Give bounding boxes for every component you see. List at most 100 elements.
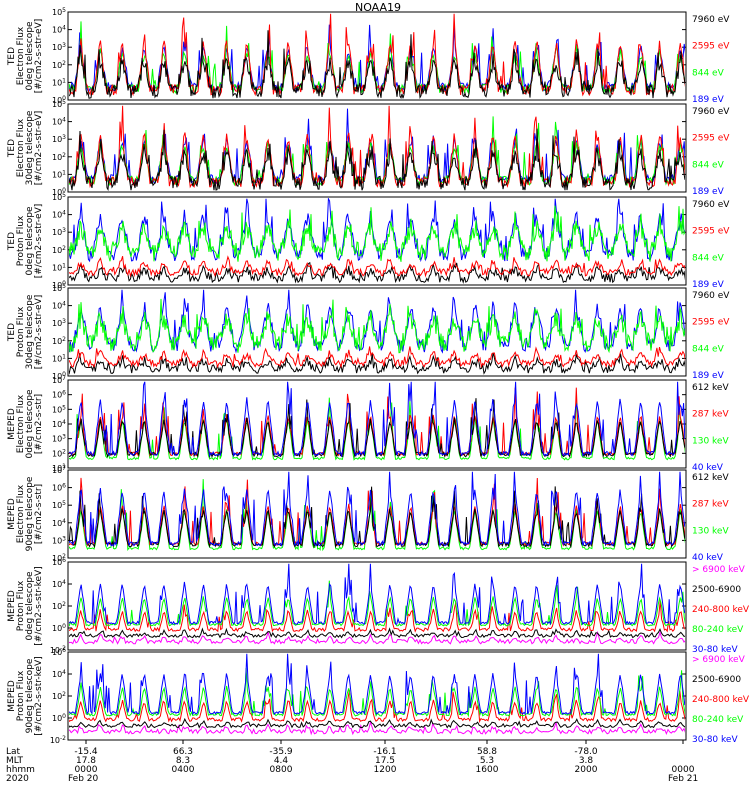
legend-entry: 2500-6900	[692, 585, 741, 595]
legend-entry: 189 eV	[692, 280, 725, 290]
panel-1-ylabel-line-3: 0deg telescope	[25, 21, 35, 91]
panel-7-ylabel-line-2: Proton Flux	[16, 580, 26, 631]
panel-5-ytick-label: 103	[52, 433, 66, 444]
panel-7-ytick-label: 102	[52, 601, 66, 612]
legend-entry: 612 keV	[692, 473, 729, 483]
panel-2-ytick-label: 101	[52, 169, 66, 180]
legend-entry: 7960 eV	[692, 200, 730, 210]
panel-6-ylabel-line-2: Electron Flux	[16, 484, 26, 543]
panel-7-ytick-label: 106	[52, 557, 66, 568]
legend-entry: 287 keV	[692, 500, 729, 510]
panel-8-ytick-label: 102	[52, 691, 66, 702]
legend-entry: 844 eV	[692, 253, 725, 263]
legend-entry: 130 keV	[692, 436, 729, 446]
panel-4: TED Proton Flux 30deg telescope [#/cm2-s-st…	[7, 283, 730, 382]
legend-entry: 2595 eV	[692, 227, 730, 237]
panel-5-ytick-label: 105	[52, 404, 66, 415]
panel-7-ytick-label: 10-2	[50, 645, 66, 656]
panel-1-ylabel-line-2: Electron Flux	[16, 26, 26, 85]
series-30-80kev-trace	[69, 563, 685, 626]
panel-8-ytick-label: 106	[52, 647, 66, 658]
panel-1-ylabel-line-1: TED	[7, 47, 17, 66]
series-189ev-trace	[69, 289, 685, 354]
panel-8-ytick-label: 100	[52, 713, 66, 724]
panel-7-ytick-label: 100	[52, 623, 66, 634]
panel-2-ylabel-line-1: TED	[7, 139, 17, 158]
legend-entry: 7960 eV	[692, 291, 730, 301]
series-844ev-trace	[69, 298, 685, 354]
legend-entry: 240-800 keV	[692, 695, 750, 705]
legend-entry: 7960 eV	[692, 15, 730, 25]
series-130kev-trace	[69, 479, 685, 552]
legend-entry: 2595 eV	[692, 134, 730, 144]
panel-5-ylabel-line-3: 0deg telescope	[25, 389, 35, 459]
series-7960ev-trace	[69, 30, 685, 99]
series-844ev-trace	[69, 205, 685, 262]
footer-row-label: MLT	[6, 756, 24, 766]
date-start-label: Feb 20	[68, 774, 99, 784]
legend-entry: 80-240 keV	[692, 625, 744, 635]
panel-2-ylabel-line-4: [#/cm2-s-str-eV]	[34, 111, 44, 186]
panel-4-ytick-label: 104	[52, 300, 66, 311]
panel-5-ylabel-line-1: MEPED	[7, 408, 17, 440]
panel-4-ylabel-line-3: 30deg telescope	[25, 294, 35, 369]
series-40kev-trace	[69, 471, 685, 548]
panel-2-ylabel-line-2: Electron Flux	[16, 118, 26, 177]
panel-3-ytick-label: 104	[52, 209, 66, 220]
panel-4-ytick-label: 100	[52, 371, 66, 382]
panel-7-ylabel-line-1: MEPED	[7, 590, 17, 622]
legend-entry: 130 keV	[692, 526, 729, 536]
panel-2-ytick-label: 100	[52, 187, 66, 198]
legend-entry: 844 eV	[692, 160, 725, 170]
panel-6-ytick-label: 102	[52, 553, 66, 564]
panel-5: MEPED Electron Flux 0deg telescope [#/cm2-s…	[7, 375, 729, 474]
chart-title: NOAA19	[355, 1, 401, 14]
panel-6-ytick-label: 105	[52, 500, 66, 511]
panel-6-ylabel-line-1: MEPED	[7, 498, 17, 530]
panel-1-ytick-label: 103	[52, 42, 66, 53]
legend-entry: 189 eV	[692, 95, 725, 105]
legend-entry: 30-80 keV	[692, 645, 738, 655]
panel-4-frame	[67, 287, 687, 377]
series-7960ev-trace	[69, 352, 685, 375]
panel-3: TED Proton Flux 0deg telescope [#/cm2-s-str…	[7, 192, 730, 291]
panel-5-ylabel-line-2: Electron Flux	[16, 394, 26, 453]
panel-8: MEPED Proton Flux 90deg telescope [#/cm2-s-…	[7, 647, 750, 746]
legend-entry: 40 keV	[692, 463, 724, 473]
legend-entry: 844 eV	[692, 344, 725, 354]
panel-4-ylabel-line-2: Proton Flux	[16, 306, 26, 357]
panel-6-frame	[67, 469, 687, 559]
panel-8-ylabel-line-4: [#/cm2-s-str-keV]	[34, 656, 44, 735]
panel-2-ylabel-line-3: 30deg telescope	[25, 110, 35, 185]
panel-7: MEPED Proton Flux 0deg telescope [#/cm2-s-s…	[7, 557, 750, 656]
lat-tick-label: 58.8	[477, 747, 497, 757]
series-40kev-trace	[69, 381, 685, 458]
series-130kev-trace	[69, 396, 685, 461]
panel-8-ytick-label: 10-2	[50, 735, 66, 746]
panel-6-ylabel-line-4: [#/cm2-s-str]	[34, 484, 44, 544]
panel-2-ytick-label: 102	[52, 151, 66, 162]
legend-entry: > 6900 keV	[692, 565, 746, 575]
panel-1: TED Electron Flux 0deg telescope [#/cm2-s-s…	[7, 7, 730, 106]
legend-entry: 287 keV	[692, 410, 729, 420]
panel-3-ylabel-line-3: 0deg telescope	[25, 206, 35, 276]
panel-3-ytick-label: 101	[52, 262, 66, 273]
panel-4-ylabel-line-1: TED	[7, 323, 17, 342]
panel-1-ytick-label: 105	[52, 7, 66, 18]
panel-6-ytick-label: 107	[52, 465, 66, 476]
legend-entry: 612 keV	[692, 383, 729, 393]
panel-3-ylabel-line-2: Proton Flux	[16, 215, 26, 266]
series-612kev-trace	[69, 486, 685, 549]
series-240-800kev-trace	[69, 600, 685, 633]
panel-7-ylabel-line-4: [#/cm2-s-str-keV]	[34, 566, 44, 645]
panel-1-frame	[67, 11, 687, 101]
footer-row-label: 2020	[6, 774, 29, 784]
panel-5-ytick-label: 106	[52, 389, 66, 400]
panel-4-ytick-label: 102	[52, 335, 66, 346]
footer-row-label: Lat	[6, 747, 21, 757]
legend-entry: 2500-6900	[692, 675, 741, 685]
legend-entry: 189 eV	[692, 371, 725, 381]
lat-tick-label: -15.4	[74, 747, 98, 757]
